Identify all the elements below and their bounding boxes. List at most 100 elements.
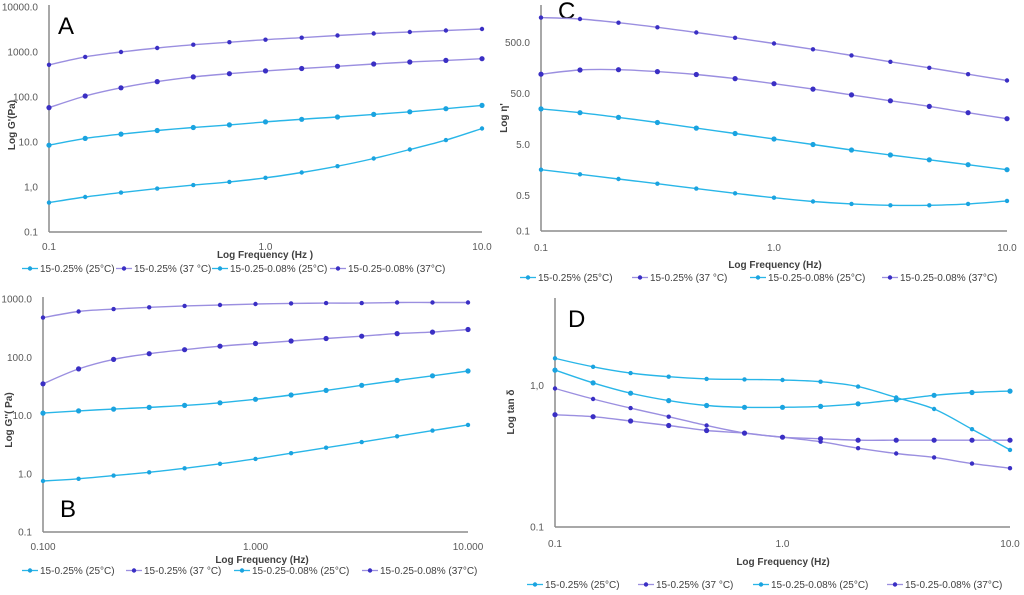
data-point: [359, 439, 364, 445]
legend-label: 15-0.25% (25°C): [40, 264, 115, 275]
data-point: [118, 190, 124, 195]
data-point: [590, 396, 596, 402]
data-point: [965, 162, 971, 168]
data-point: [855, 401, 861, 407]
data-point: [1004, 167, 1010, 173]
legend-item: 15-0.25% (37 °C): [638, 580, 733, 591]
x-axis-title: Log Frequency (Hz): [728, 260, 821, 271]
data-point: [190, 74, 196, 80]
legend-item: 15-0.25-0.08% (37°C): [882, 273, 997, 284]
data-point: [46, 62, 52, 67]
data-point: [577, 67, 583, 73]
data-point: [893, 397, 899, 403]
data-point: [742, 377, 747, 382]
legend-label: 15-0.25-0.08% (37°C): [905, 580, 1002, 591]
data-point: [538, 167, 544, 172]
data-point: [893, 437, 899, 443]
data-point: [443, 106, 449, 112]
legend-label: 15-0.25% (25°C): [538, 273, 613, 284]
y-tick-label: 1000.0: [1, 295, 32, 306]
data-point: [1004, 116, 1010, 122]
data-point: [118, 85, 124, 91]
data-point: [590, 364, 596, 369]
data-point: [888, 59, 893, 64]
x-tick-label: 10.0: [1000, 539, 1020, 550]
legend-item: 15-0.25-0.08% (25°C): [234, 566, 349, 577]
legend-item: 15-0.25-0.08% (37°C): [362, 566, 477, 577]
panel-letter: A: [58, 13, 74, 40]
legend-label: 15-0.25-0.08% (25°C): [768, 273, 865, 284]
data-point: [359, 300, 364, 306]
data-point: [771, 136, 777, 142]
legend-marker-icon: [27, 266, 33, 271]
data-point: [335, 164, 340, 169]
data-point: [780, 377, 785, 383]
y-tick-label: 5.0: [516, 140, 530, 151]
data-point: [771, 41, 777, 46]
data-point: [1007, 466, 1013, 471]
data-point: [217, 461, 223, 466]
y-tick-label: 0.1: [530, 523, 544, 534]
y-tick-label: 1.0: [18, 469, 32, 480]
series-4: [40, 326, 471, 387]
data-point: [429, 329, 436, 335]
data-point: [217, 302, 223, 308]
legend-marker-icon: [239, 568, 245, 573]
data-point: [191, 42, 196, 47]
y-tick-label: 0.5: [516, 191, 530, 202]
data-point: [118, 131, 124, 137]
data-point: [779, 434, 786, 440]
data-point: [146, 351, 152, 357]
legend-marker-icon: [643, 582, 649, 587]
legend-marker-icon: [532, 582, 538, 587]
y-tick-label: 1000.0: [7, 48, 38, 59]
data-point: [666, 422, 672, 429]
data-point: [931, 406, 937, 412]
series-line: [42, 424, 469, 482]
y-tick-label: 10.0: [19, 138, 39, 149]
series-1: [40, 422, 471, 484]
data-point: [779, 404, 786, 410]
data-point: [741, 430, 748, 436]
data-point: [666, 398, 672, 404]
data-point: [849, 201, 854, 207]
data-point: [288, 338, 294, 344]
data-point: [931, 437, 937, 443]
data-point: [46, 105, 52, 111]
panel-b: B 1000.0 100.0 10.0 1.0 0.1 0.100 1.000 10.000 Lo…: [1, 295, 483, 578]
legend-marker-icon: [755, 275, 761, 280]
data-point: [926, 103, 932, 109]
data-point: [217, 343, 223, 349]
data-point: [694, 30, 699, 35]
data-point: [443, 57, 449, 64]
panel-letter: B: [60, 496, 76, 523]
panel-letter: D: [568, 306, 585, 333]
data-point: [263, 37, 268, 42]
legend-label: 15-0.25-0.08% (37°C): [348, 264, 445, 275]
data-point: [1007, 437, 1013, 443]
data-point: [615, 67, 622, 73]
legend-label: 15-0.25-0.08% (25°C): [252, 566, 349, 577]
data-point: [252, 396, 259, 402]
data-point: [855, 384, 861, 389]
data-point: [848, 92, 855, 98]
legend-item: 15-0.25-0.08% (25°C): [750, 273, 865, 284]
x-tick-label: 1.0: [259, 242, 273, 253]
data-point: [394, 434, 400, 439]
legend-item: 15-0.25% (37 °C): [632, 273, 727, 284]
data-point: [887, 152, 894, 158]
series-line: [48, 28, 483, 66]
data-point: [262, 68, 269, 74]
data-point: [732, 130, 738, 137]
y-tick-label: 10.0: [13, 411, 33, 422]
data-point: [182, 303, 187, 309]
y-axis-title: Log η': [499, 103, 510, 133]
x-axis-title: Log Frequency (Hz): [736, 557, 829, 568]
data-point: [334, 63, 341, 69]
data-point: [479, 26, 485, 32]
series-2: [552, 386, 1013, 471]
data-point: [76, 408, 82, 414]
y-tick-label: 0.1: [516, 227, 530, 238]
data-point: [40, 381, 46, 387]
legend-marker-icon: [525, 275, 531, 280]
